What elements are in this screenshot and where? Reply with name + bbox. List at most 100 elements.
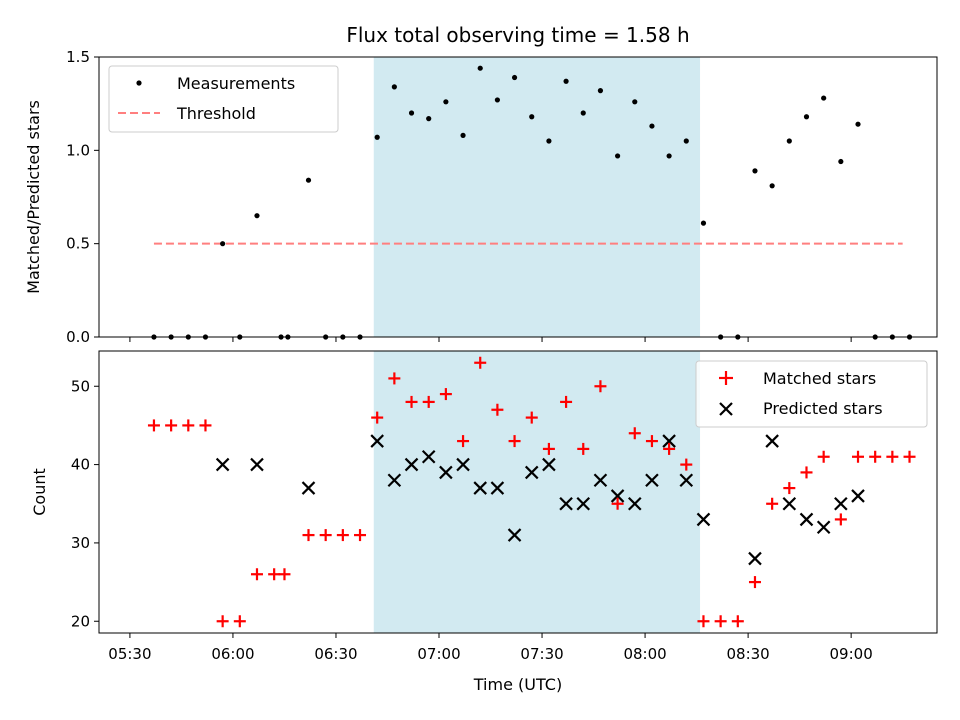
matched-star-point — [439, 388, 452, 401]
matched-star-point — [405, 395, 418, 408]
top-axes-frame — [98, 56, 938, 338]
matched-star-point — [869, 450, 882, 463]
measurement-point — [305, 177, 312, 183]
measurement-point — [769, 183, 775, 189]
predicted-star-point — [370, 434, 384, 448]
y-tick-label: 1.5 — [66, 48, 90, 66]
measurement-point — [494, 97, 500, 103]
legend-measurements-label: Measurements — [177, 74, 295, 93]
predicted-star-point — [542, 457, 556, 472]
predicted-star-point — [610, 489, 625, 503]
matched-star-point — [319, 529, 332, 542]
measurement-point — [511, 74, 518, 81]
matched-star-point — [766, 497, 779, 510]
matched-star-point — [783, 482, 796, 495]
y-tick-label: 50 — [71, 377, 90, 395]
legend-measurements-marker — [136, 80, 142, 86]
matched-star-point — [645, 435, 658, 448]
chart-title: Flux total observing time = 1.58 h — [346, 23, 689, 47]
matched-star-point — [354, 529, 367, 542]
predicted-star-point — [456, 457, 470, 472]
measurement-point — [563, 78, 569, 84]
matched-star-point — [302, 529, 315, 542]
measurement-point — [700, 220, 707, 226]
matched-star-point — [182, 419, 195, 432]
predicted-star-point — [559, 496, 573, 511]
matched-star-point — [663, 442, 676, 455]
measurement-point — [220, 241, 226, 247]
matched-star-point — [165, 419, 178, 432]
measurement-point — [254, 213, 260, 219]
matched-star-point — [216, 615, 229, 628]
matched-star-point — [336, 529, 349, 542]
y-tick-label: 0.5 — [66, 235, 90, 253]
predicted-star-point — [473, 481, 487, 495]
measurement-point — [632, 99, 638, 105]
matched-star-point — [422, 395, 435, 408]
matched-star-point — [199, 419, 212, 432]
x-tick-label: 07:00 — [417, 645, 460, 663]
bottom-legend-box — [695, 360, 928, 428]
x-tick-label: 06:00 — [211, 645, 254, 663]
bottom-y-ticks: 20 30 40 50 — [71, 377, 99, 630]
top-highlight-span — [373, 57, 701, 337]
predicted-star-point — [215, 457, 230, 472]
y-tick-label: 1.0 — [66, 141, 90, 159]
matched-star-point — [508, 435, 521, 448]
matched-star-point — [697, 615, 710, 628]
top-x-ticks — [129, 337, 852, 342]
y-tick-label: 20 — [71, 612, 90, 630]
legend-matched-marker — [719, 371, 733, 385]
measurement-point — [546, 138, 552, 144]
measurement-point — [683, 138, 689, 144]
bottom-y-axis-label: Count — [30, 468, 49, 516]
predicted-star-point — [490, 481, 505, 495]
predicted-star-point — [250, 457, 264, 472]
top-legend-box — [108, 65, 339, 133]
x-tick-label: 08:30 — [726, 645, 769, 663]
matched-star-point — [834, 513, 847, 526]
matched-star-point — [457, 435, 470, 448]
predicted-star-point — [799, 512, 814, 527]
top-panel: 0.0 0.5 1.0 1.5 Matched/Predicted stars Mea… — [24, 48, 938, 346]
measurement-point — [752, 168, 758, 174]
predicted-star-point — [301, 481, 316, 495]
measurement-point — [580, 110, 586, 116]
predicted-star-point — [524, 465, 539, 480]
predicted-star-point — [748, 551, 762, 566]
matched-star-point — [731, 615, 744, 628]
bottom-highlight-span — [373, 351, 701, 633]
legend-threshold-label: Threshold — [176, 104, 256, 123]
matched-star-point — [594, 380, 607, 393]
matched-star-point — [474, 356, 487, 369]
matched-star-point — [817, 450, 830, 463]
measurement-point — [408, 110, 415, 116]
x-tick-label: 07:30 — [520, 645, 563, 663]
predicted-star-point — [507, 528, 522, 542]
predicted-star-point — [404, 457, 419, 472]
bottom-legend: Matched stars Predicted stars — [695, 360, 928, 428]
measurement-point — [443, 99, 449, 105]
bottom-axes-frame — [98, 350, 938, 634]
predicted-star-point — [696, 512, 711, 527]
measurement-point — [821, 95, 827, 101]
predicted-star-point — [421, 449, 436, 464]
predicted-star-point — [851, 489, 865, 503]
measurement-point — [649, 123, 655, 129]
predicted-star-point — [782, 496, 797, 511]
measurement-point — [597, 88, 604, 94]
matched-star-point — [748, 576, 761, 589]
matched-star-point — [852, 450, 865, 463]
matched-star-point — [233, 615, 246, 628]
y-tick-label: 0.0 — [66, 328, 90, 346]
measurement-point — [803, 114, 810, 120]
predicted-star-point — [834, 496, 848, 511]
y-tick-label: 30 — [71, 534, 90, 552]
matched-star-point — [388, 372, 401, 385]
matched-star-point — [147, 419, 160, 432]
predicted-star-point — [645, 473, 659, 488]
matched-star-point — [542, 442, 555, 455]
measurement-point — [391, 84, 397, 90]
predicted-star-point — [593, 473, 608, 488]
